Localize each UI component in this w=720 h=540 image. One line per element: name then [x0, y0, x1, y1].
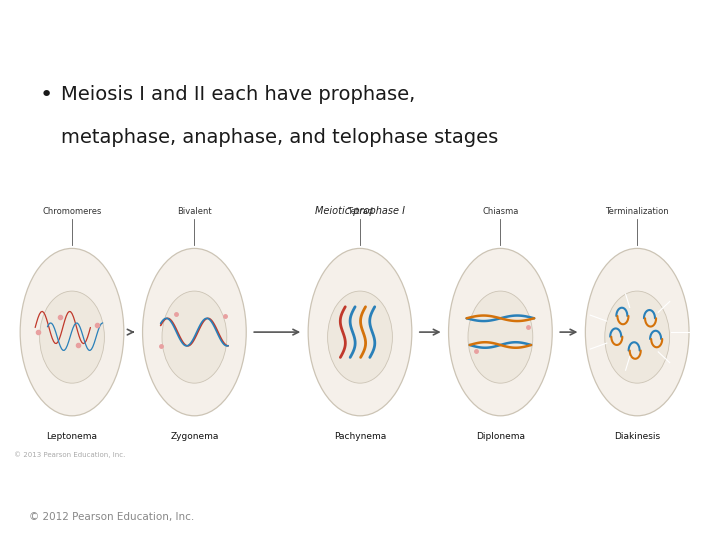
Ellipse shape	[20, 248, 124, 416]
Text: •: •	[40, 84, 53, 105]
Text: © 2013 Pearson Education, Inc.: © 2013 Pearson Education, Inc.	[14, 451, 126, 457]
Ellipse shape	[328, 291, 392, 383]
Text: © 2012 Pearson Education, Inc.: © 2012 Pearson Education, Inc.	[29, 512, 194, 522]
Text: Terminalization: Terminalization	[606, 207, 669, 216]
Ellipse shape	[585, 248, 689, 416]
Ellipse shape	[40, 291, 104, 383]
Ellipse shape	[605, 291, 670, 383]
Ellipse shape	[449, 248, 552, 416]
Text: Chromomeres: Chromomeres	[42, 207, 102, 216]
Text: Diakinesis: Diakinesis	[614, 432, 660, 441]
Text: Bivalent: Bivalent	[177, 207, 212, 216]
Ellipse shape	[468, 291, 533, 383]
Ellipse shape	[308, 248, 412, 416]
Ellipse shape	[143, 248, 246, 416]
Text: Meiotic prophase I: Meiotic prophase I	[315, 206, 405, 216]
Text: Pachynema: Pachynema	[334, 432, 386, 441]
Text: Leptonema: Leptonema	[47, 432, 97, 441]
Ellipse shape	[162, 291, 227, 383]
Text: Meiosis I and II each have prophase,: Meiosis I and II each have prophase,	[61, 85, 415, 104]
Text: Tetrad: Tetrad	[347, 207, 373, 216]
Text: Zygonema: Zygonema	[170, 432, 219, 441]
Text: Chiasma: Chiasma	[482, 207, 518, 216]
Text: Diplonema: Diplonema	[476, 432, 525, 441]
Text: metaphase, anaphase, and telophase stages: metaphase, anaphase, and telophase stage…	[61, 128, 498, 147]
